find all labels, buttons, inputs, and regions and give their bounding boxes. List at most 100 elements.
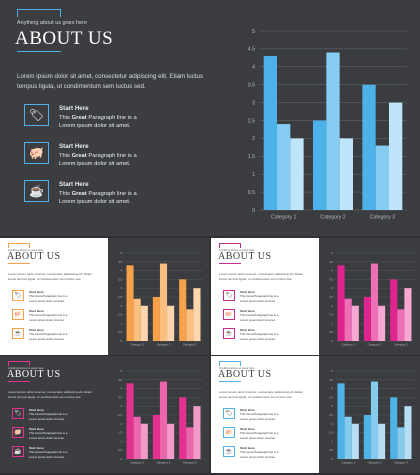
y-tick-label: 3 bbox=[331, 286, 333, 290]
bar bbox=[390, 279, 398, 341]
y-tick-label: 3 bbox=[331, 404, 333, 408]
y-tick-label: 1.5 bbox=[329, 431, 333, 435]
bar bbox=[363, 415, 371, 459]
category-label: Category 3 bbox=[370, 214, 395, 220]
feature-line-1: This Great Paragraph line is a bbox=[240, 431, 279, 436]
y-tick-label: 2.5 bbox=[329, 413, 333, 417]
thumbnail-chart-panel: 0 0.5 1 1.5 2 2.5 3 3.5 4 4.5 5 Category 1 Category … bbox=[319, 356, 420, 473]
feature-heading: Start Here bbox=[240, 328, 255, 332]
y-tick-label: 0.5 bbox=[329, 448, 333, 452]
feature-line-2: Lorem ipsum dolor sit amet. bbox=[29, 298, 65, 303]
bar bbox=[193, 406, 201, 459]
thumbnail-slide: Anything about us goes here ABOUT US Lorem… bbox=[0, 238, 209, 355]
y-tick-label: 0 bbox=[331, 339, 333, 343]
tag-icon: 🏷 bbox=[225, 410, 233, 417]
bar bbox=[133, 416, 141, 459]
icon-frame bbox=[223, 408, 235, 419]
y-tick-label: 1 bbox=[120, 321, 122, 325]
feature-text: Start Here This Great Paragraph line is a… bbox=[29, 328, 67, 341]
y-tick-label: 4 bbox=[331, 269, 333, 273]
feature-text: Start Here This Great Paragraph line is a… bbox=[240, 309, 278, 322]
piggy-bank-icon: 🐖 bbox=[225, 429, 233, 436]
tag-icon: 🏷 bbox=[225, 292, 233, 299]
feature-icon-box: ☕ bbox=[223, 446, 235, 457]
bar bbox=[404, 288, 412, 341]
tag-icon: 🏷 bbox=[14, 410, 22, 417]
bar bbox=[140, 423, 148, 459]
category-label: Category 3 bbox=[394, 342, 408, 346]
tag-icon: 🏷 bbox=[28, 108, 45, 122]
feature-item: 🐖 Start Here This Great Paragraph line is … bbox=[24, 142, 137, 169]
feature-icon-box: 🐖 bbox=[12, 309, 24, 320]
bar bbox=[362, 84, 376, 210]
feature-bold-word: Great bbox=[71, 190, 87, 197]
feature-icon-box: ☕ bbox=[12, 446, 24, 457]
title-tag: Anything about us goes here bbox=[219, 248, 255, 252]
page-title: ABOUT US bbox=[218, 251, 272, 262]
feature-text: Start Here This Great Paragraph line is a… bbox=[59, 180, 137, 207]
bar bbox=[378, 305, 386, 341]
y-tick-label: 1.5 bbox=[248, 154, 255, 160]
y-tick-label: 1 bbox=[331, 321, 333, 325]
bar bbox=[313, 120, 327, 210]
bar bbox=[363, 297, 371, 341]
icon-frame bbox=[24, 180, 49, 202]
feature-heading: Start Here bbox=[29, 427, 44, 431]
feature-icon-box: 🏷 bbox=[24, 104, 49, 126]
y-tick-label: 1.5 bbox=[329, 313, 333, 317]
thumbnail-slide: Anything about us goes here ABOUT US Lorem… bbox=[211, 356, 420, 473]
feature-text: Start Here This Great Paragraph line is a… bbox=[240, 446, 278, 459]
icon-frame bbox=[12, 328, 24, 339]
y-tick-label: 3 bbox=[120, 404, 122, 408]
feature-line-1: This Great Paragraph line is a bbox=[240, 450, 279, 455]
intro-paragraph: Lorem ipsum dolor sit amet, consectetur … bbox=[8, 390, 93, 399]
feature-line-2: Lorem ipsum dolor sit amet. bbox=[240, 454, 276, 459]
feature-text: Start Here This Great Paragraph line is a… bbox=[29, 290, 67, 303]
y-tick-label: 4.5 bbox=[329, 378, 333, 382]
feature-line-2: Lorem ipsum dolor sit amet. bbox=[59, 199, 131, 206]
feature-line-1: This Great Paragraph line is a bbox=[59, 114, 137, 121]
bar bbox=[344, 298, 352, 341]
main-slide: Anything about us goes here ABOUT US Lor… bbox=[0, 0, 420, 236]
feature-line-1: This Great Paragraph line is a bbox=[240, 294, 279, 299]
title-bracket bbox=[219, 243, 241, 248]
feature-item: ☕ Start Here This Great Paragraph line is … bbox=[223, 446, 278, 459]
category-label: Category 3 bbox=[183, 342, 197, 346]
coffee-cup-icon: ☕ bbox=[14, 330, 22, 337]
title-bracket bbox=[219, 361, 241, 366]
category-label: Category 1 bbox=[341, 342, 355, 346]
category-label: Category 3 bbox=[183, 460, 197, 464]
title-bracket bbox=[8, 243, 30, 248]
intro-paragraph: Lorem ipsum dolor sit amet, consectetur … bbox=[219, 272, 304, 281]
feature-text: Start Here This Great Paragraph line is a… bbox=[59, 104, 137, 131]
icon-frame bbox=[223, 309, 235, 320]
feature-icon-box: 🏷 bbox=[12, 290, 24, 301]
coffee-cup-icon: ☕ bbox=[225, 330, 233, 337]
title-tag: Anything about us goes here bbox=[17, 20, 88, 26]
y-tick-label: 4 bbox=[331, 387, 333, 391]
feature-text: Start Here This Great Paragraph line is a… bbox=[240, 408, 278, 421]
feature-line-1: This Great Paragraph line is a bbox=[240, 412, 279, 417]
y-tick-label: 3.5 bbox=[248, 83, 255, 89]
feature-icon-box: 🏷 bbox=[12, 408, 24, 419]
intro-paragraph: Lorem ipsum dolor sit amet, consectetur … bbox=[219, 390, 304, 399]
intro-paragraph: Lorem ipsum dolor sit amet, consectetur … bbox=[17, 73, 204, 90]
y-tick-label: 2.5 bbox=[118, 413, 122, 417]
feature-heading: Start Here bbox=[29, 309, 44, 313]
bar bbox=[179, 397, 187, 459]
category-label: Category 1 bbox=[271, 214, 296, 220]
feature-heading: Start Here bbox=[29, 408, 44, 412]
y-tick-label: 3 bbox=[252, 100, 255, 106]
feature-bold-word: Great bbox=[71, 152, 87, 159]
feature-text: Start Here This Great Paragraph line is a… bbox=[59, 142, 137, 169]
y-tick-label: 3.5 bbox=[118, 277, 122, 281]
feature-heading: Start Here bbox=[240, 446, 255, 450]
feature-line-1: This Great Paragraph line is a bbox=[29, 450, 68, 455]
feature-heading: Start Here bbox=[59, 143, 89, 150]
icon-frame bbox=[223, 290, 235, 301]
y-tick-label: 0.5 bbox=[118, 330, 122, 334]
thumbnail-chart-panel: 0 0.5 1 1.5 2 2.5 3 3.5 4 4.5 5 Category 1 Category … bbox=[108, 356, 209, 473]
y-tick-label: 1 bbox=[331, 439, 333, 443]
feature-line-1: This Great Paragraph line is a bbox=[240, 332, 279, 337]
y-tick-label: 1 bbox=[252, 172, 255, 178]
